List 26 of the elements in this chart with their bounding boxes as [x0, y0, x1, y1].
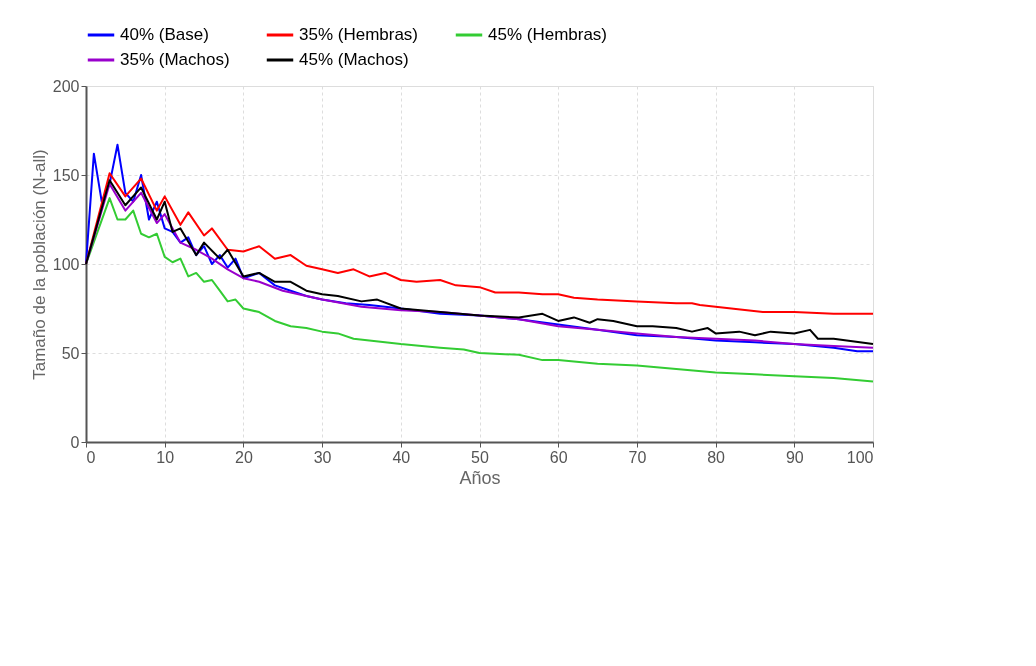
x-tick-label: 60	[549, 448, 568, 466]
legend-label: 40% (Base)	[120, 25, 209, 44]
legend-label: 45% (Machos)	[299, 50, 409, 69]
y-tick-label: 150	[52, 166, 80, 184]
line-series	[85, 197, 874, 383]
x-tick-label: 40	[392, 448, 411, 466]
x-tick-label: 90	[785, 448, 804, 466]
line-series	[85, 172, 874, 315]
legend-label: 35% (Hembras)	[299, 25, 419, 44]
x-tick-label: 50	[471, 448, 489, 466]
y-tick-label: 0	[70, 433, 80, 451]
x-tick-label: 100	[846, 448, 874, 466]
x-tick-label: 20	[235, 448, 253, 466]
x-tick-label: 10	[156, 448, 175, 466]
y-tick-label: 100	[52, 255, 80, 273]
legend-label: 45% (Hembras)	[488, 25, 608, 44]
x-tick-label: 0	[86, 448, 96, 466]
line-series	[85, 143, 874, 353]
y-tick-label: 200	[52, 77, 80, 95]
x-tick-label: 80	[707, 448, 726, 466]
x-tick-label: 70	[628, 448, 647, 466]
legend-label: 35% (Machos)	[120, 50, 230, 69]
x-axis-title: Años	[459, 467, 501, 488]
y-axis-title: Tamaño de la población (N-all)	[29, 149, 49, 380]
x-tick-label: 30	[313, 448, 332, 466]
y-tick-label: 50	[61, 344, 80, 362]
